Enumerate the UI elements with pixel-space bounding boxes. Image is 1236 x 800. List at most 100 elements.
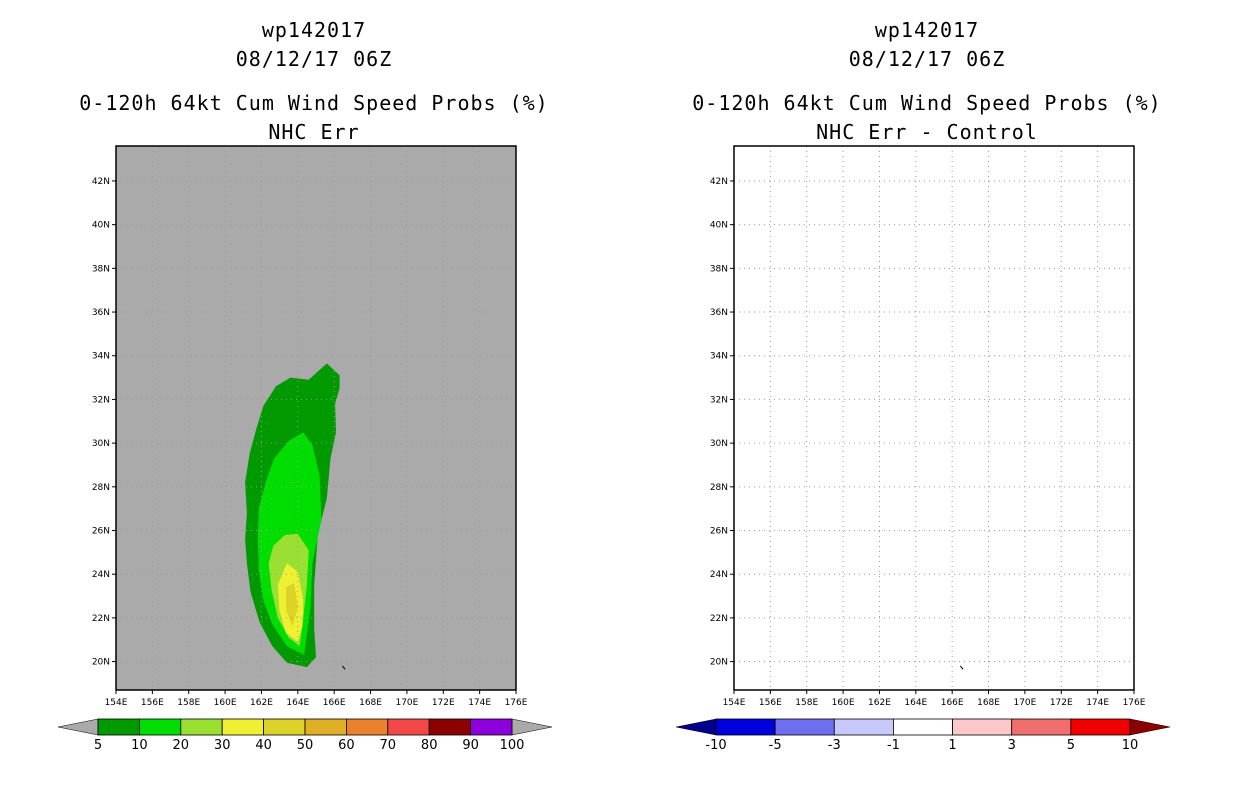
x-tick-label: 166E — [323, 698, 346, 708]
y-tick-label: 24N — [92, 570, 110, 580]
y-tick-label: 20N — [92, 658, 110, 668]
datetime-left: 08/12/17 06Z — [235, 47, 393, 71]
colorbar-label: 60 — [338, 738, 355, 753]
colorbar-swatch — [1070, 718, 1131, 736]
y-tick-label: 24N — [710, 570, 728, 580]
colorbar-swatch — [180, 718, 223, 736]
x-tick-label: 176E — [1123, 698, 1146, 708]
y-tick-label: 30N — [710, 439, 728, 449]
plot-frame — [733, 145, 1135, 691]
colorbar-swatch — [221, 718, 264, 736]
x-tick-label: 156E — [759, 698, 782, 708]
x-tick-label: 154E — [723, 698, 746, 708]
x-tick-label: 170E — [395, 698, 418, 708]
y-tick-label: 42N — [92, 177, 110, 187]
colorbar-label: 90 — [462, 738, 479, 753]
x-tick-label: 164E — [904, 698, 927, 708]
colorbar-label: 70 — [380, 738, 397, 753]
storm-id-left: wp142017 — [261, 18, 367, 42]
colorbar-label: 10 — [131, 738, 148, 753]
y-tick-label: 36N — [710, 308, 728, 318]
x-tick-label: 170E — [1013, 698, 1036, 708]
colorbar-swatch — [304, 718, 347, 736]
y-tick-label: 42N — [710, 177, 728, 187]
storm-id-right: wp142017 — [874, 18, 980, 42]
y-tick-label: 26N — [92, 527, 110, 537]
title-right: 0-120h 64kt Cum Wind Speed Probs (%) — [692, 91, 1162, 115]
colorbar-label: -10 — [705, 738, 726, 753]
colorbar-swatch — [1011, 718, 1072, 736]
plot-frame — [115, 145, 517, 691]
colorbar-swatch — [138, 718, 182, 736]
x-tick-label: 154E — [105, 698, 128, 708]
x-tick-label: 156E — [141, 698, 164, 708]
y-tick-label: 32N — [710, 395, 728, 405]
datetime-right: 08/12/17 06Z — [848, 47, 1006, 71]
x-tick-label: 168E — [359, 698, 382, 708]
contour-40-percent — [286, 582, 298, 627]
colorbar-high-arrow — [511, 718, 553, 736]
x-tick-label: 162E — [250, 698, 273, 708]
colorbar-label: -3 — [828, 738, 841, 753]
y-tick-label: 38N — [92, 264, 110, 274]
colorbar-label: 40 — [255, 738, 272, 753]
colorbar-swatch — [428, 718, 472, 736]
colorbar-low-arrow — [675, 718, 717, 736]
colorbar-label: 50 — [297, 738, 314, 753]
colorbar-label: 20 — [173, 738, 190, 753]
plot-background — [734, 146, 1134, 690]
colorbar-swatch — [97, 718, 140, 736]
subtitle-left: NHC Err — [268, 120, 360, 144]
colorbar-label: 5 — [94, 738, 102, 753]
colorbar-swatch — [387, 718, 430, 736]
y-tick-label: 36N — [92, 308, 110, 318]
x-tick-label: 174E — [468, 698, 491, 708]
x-tick-label: 160E — [832, 698, 855, 708]
x-tick-label: 162E — [868, 698, 891, 708]
y-tick-label: 34N — [92, 352, 110, 362]
colorbar-swatch — [263, 718, 306, 736]
colorbar-swatch — [345, 718, 389, 736]
colorbar-swatch — [893, 718, 953, 736]
colorbar-swatch — [470, 718, 513, 736]
x-tick-label: 172E — [1050, 698, 1073, 708]
y-tick-label: 34N — [710, 352, 728, 362]
y-tick-label: 40N — [710, 221, 728, 231]
colorbar-label: 1 — [948, 738, 956, 753]
y-tick-label: 22N — [710, 614, 728, 624]
x-tick-label: 164E — [286, 698, 309, 708]
colorbar-label: 10 — [1122, 738, 1139, 753]
colorbar-label: 5 — [1067, 738, 1075, 753]
x-tick-label: 158E — [795, 698, 818, 708]
y-tick-label: 32N — [92, 395, 110, 405]
colorbar-swatch — [715, 718, 776, 736]
subtitle-right: NHC Err - Control — [816, 120, 1038, 144]
x-tick-label: 160E — [214, 698, 237, 708]
y-tick-label: 30N — [92, 439, 110, 449]
y-tick-label: 22N — [92, 614, 110, 624]
colorbar-swatch — [833, 718, 894, 736]
colorbar-label: 3 — [1008, 738, 1016, 753]
colorbar-high-arrow — [1129, 718, 1171, 736]
y-tick-label: 40N — [92, 221, 110, 231]
colorbar-swatch — [952, 718, 1013, 736]
x-tick-label: 174E — [1086, 698, 1109, 708]
y-tick-label: 26N — [710, 527, 728, 537]
colorbar-label: 30 — [214, 738, 231, 753]
colorbar-swatch — [774, 718, 835, 736]
x-tick-label: 168E — [977, 698, 1000, 708]
land-speck — [959, 665, 964, 670]
colorbar-label: 100 — [500, 738, 525, 753]
y-tick-label: 28N — [710, 483, 728, 493]
y-tick-label: 38N — [710, 264, 728, 274]
x-tick-label: 176E — [505, 698, 528, 708]
colorbar-label: -5 — [769, 738, 782, 753]
y-tick-label: 20N — [710, 658, 728, 668]
x-tick-label: 166E — [941, 698, 964, 708]
y-tick-label: 28N — [92, 483, 110, 493]
land-speck — [341, 665, 346, 670]
colorbar-low-arrow — [57, 718, 99, 736]
colorbar-label: 80 — [421, 738, 438, 753]
colorbar-label: -1 — [887, 738, 900, 753]
